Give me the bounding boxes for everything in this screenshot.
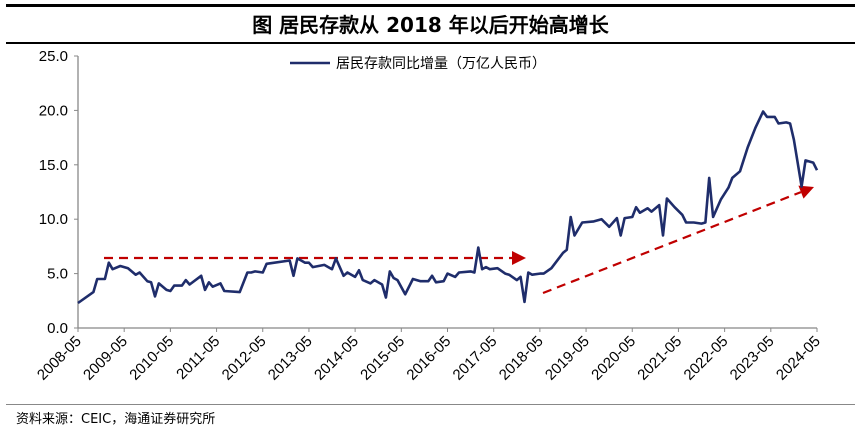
x-tick-label: 2021-05	[634, 333, 685, 384]
x-tick-label: 2012-05	[219, 333, 270, 384]
x-tick-label: 2008-05	[34, 333, 85, 384]
x-tick-label: 2011-05	[173, 333, 223, 383]
top-rule	[6, 4, 855, 7]
arrow-head	[512, 251, 526, 265]
x-tick-label: 2019-05	[542, 333, 593, 384]
x-tick-label: 2010-05	[126, 333, 177, 384]
x-tick-label: 2015-05	[357, 333, 408, 384]
x-tick-label: 2014-05	[311, 333, 362, 384]
y-tick-label: 10.0	[39, 211, 68, 228]
figure-title: 图 居民存款从 2018 年以后开始高增长	[252, 13, 609, 37]
source-rule	[6, 404, 855, 405]
arrow-shaft	[542, 191, 802, 295]
x-tick-label: 2018-05	[496, 333, 547, 384]
legend: 居民存款同比增量（万亿人民币）	[290, 56, 546, 72]
x-tick-label: 2024-05	[773, 333, 824, 384]
x-tick-label: 2017-05	[450, 333, 501, 384]
arrow-head	[798, 185, 814, 199]
trend-arrows	[104, 185, 814, 295]
source-note: 资料来源：CEIC，海通证券研究所	[16, 412, 216, 427]
x-tick-label: 2023-05	[727, 333, 778, 384]
y-tick-labels: 0.0 5.0 10.0 15.0 20.0 25.0	[39, 48, 68, 337]
flat-trend-arrow	[104, 251, 526, 265]
x-tick-label: 2016-05	[403, 333, 454, 384]
title-rule	[6, 42, 855, 44]
series-line	[77, 110, 819, 305]
legend-label: 居民存款同比增量（万亿人民币）	[336, 56, 546, 72]
x-tick-label: 2022-05	[680, 333, 731, 384]
axes	[74, 55, 818, 332]
y-tick-label: 25.0	[39, 48, 68, 65]
y-tick-label: 15.0	[39, 157, 68, 174]
y-tick-label: 20.0	[39, 102, 68, 119]
x-tick-label: 2020-05	[588, 333, 639, 384]
y-tick-label: 5.0	[47, 266, 68, 283]
x-tick-label: 2013-05	[265, 333, 316, 384]
y-tick-label: 0.0	[47, 320, 68, 337]
x-tick-label: 2009-05	[80, 333, 131, 384]
x-tick-labels: 2008-052009-052010-052011-052012-052013-…	[34, 333, 824, 384]
rising-trend-arrow	[542, 185, 814, 295]
